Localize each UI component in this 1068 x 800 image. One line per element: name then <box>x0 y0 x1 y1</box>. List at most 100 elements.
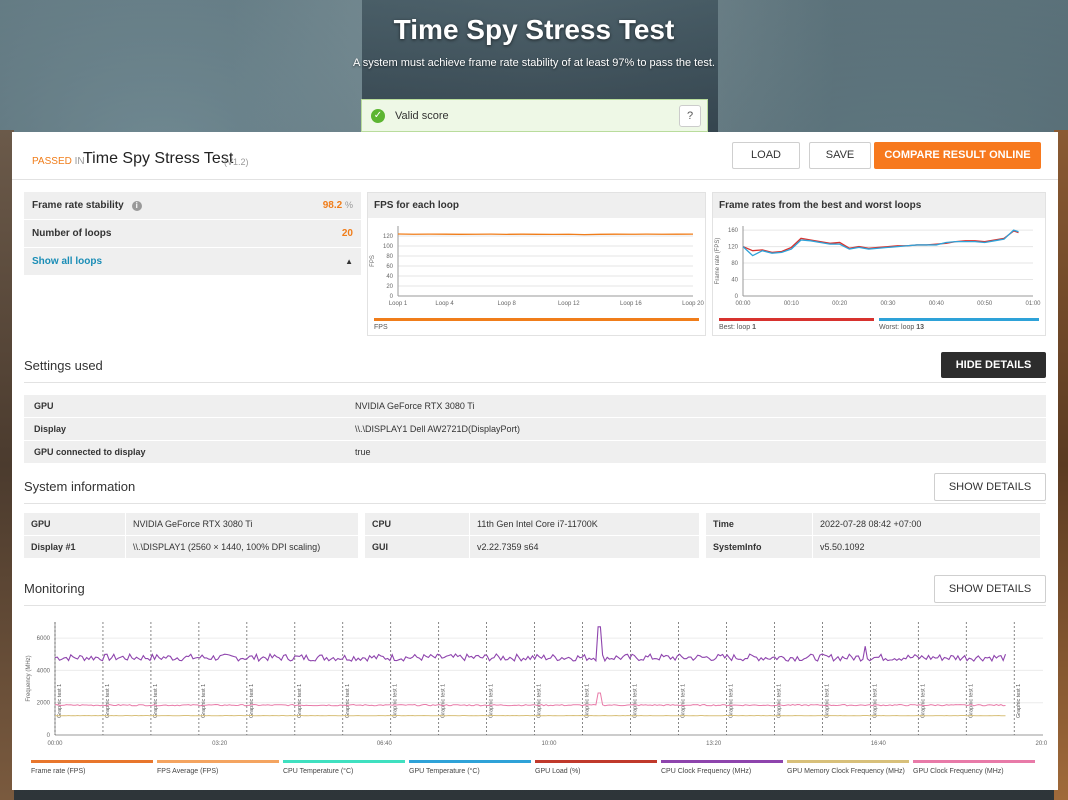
y-tick-label: 0 <box>390 294 394 300</box>
fps-legend-bar <box>374 318 699 321</box>
best-worst-chart-title: Frame rates from the best and worst loop… <box>713 193 1045 218</box>
legend-item[interactable]: GPU Clock Frequency (MHz) <box>913 760 1039 775</box>
best-legend: Best: loop 1 <box>719 324 756 331</box>
result-panel: PASSED IN Time Spy Stress Test (V1.2) LO… <box>12 132 1058 790</box>
monitoring-chart: 0 2000 4000 6000 00:00 03:20 06:40 10:00 13:20 16… <box>26 622 1047 747</box>
y-tick-label: 80 <box>386 254 393 260</box>
loop-marker-label: Graphic test 1 <box>57 684 63 718</box>
y-tick-label: 20 <box>386 284 393 290</box>
loop-marker-label: Graphic test 1 <box>345 684 351 718</box>
check-icon: ✓ <box>371 108 385 123</box>
legend-swatch <box>157 760 279 763</box>
help-button[interactable]: ? <box>679 105 701 127</box>
legend-label: CPU Temperature (°C) <box>283 768 354 775</box>
number-of-loops-row: Number of loops 20 <box>24 220 361 247</box>
loop-marker-label: Graphic test 1 <box>105 684 111 718</box>
loop-marker-label: Graphic test 1 <box>824 684 830 718</box>
load-button[interactable]: LOAD <box>732 142 800 169</box>
y-tick-label: 160 <box>728 228 739 234</box>
x-tick-label: 03:20 <box>212 741 228 747</box>
x-tick-label: 06:40 <box>377 741 393 747</box>
x-tick-label: 00:40 <box>929 301 945 307</box>
y-tick-label: 4000 <box>37 668 51 674</box>
y-tick-label: 120 <box>383 234 394 240</box>
legend-label: GPU Clock Frequency (MHz) <box>913 768 1004 775</box>
x-tick-label: Loop 1 <box>389 301 408 307</box>
table-row: Time 2022-07-28 08:42 +07:00 <box>706 513 1040 535</box>
legend-swatch <box>283 760 405 763</box>
background-left <box>0 130 14 800</box>
loop-marker-label: Graphic test 1 <box>441 684 447 718</box>
table-row: Display \\.\DISPLAY1 Dell AW2721D(Display… <box>24 418 1046 440</box>
x-tick-label: 16:40 <box>871 741 887 747</box>
info-icon[interactable]: i <box>131 200 142 211</box>
y-axis-label: Frequency (MHz) <box>26 655 32 701</box>
save-button[interactable]: SAVE <box>809 142 871 169</box>
settings-title: Settings used <box>24 358 103 373</box>
legend-label: FPS Average (FPS) <box>157 768 219 775</box>
loop-marker-label: Graphic test 1 <box>920 684 926 718</box>
caret-up-icon[interactable]: ▲ <box>345 257 353 266</box>
legend-item[interactable]: FPS Average (FPS) <box>157 760 283 775</box>
hide-details-button[interactable]: HIDE DETAILS <box>941 352 1046 378</box>
show-all-loops-link[interactable]: Show all loops <box>32 256 103 267</box>
system-info-col-2: CPU 11th Gen Intel Core i7-11700K GUI v2.2… <box>365 513 699 559</box>
legend-label: GPU Memory Clock Frequency (MHz) <box>787 768 905 775</box>
x-tick-label: Loop 4 <box>435 301 454 307</box>
legend-item[interactable]: CPU Clock Frequency (MHz) <box>661 760 787 775</box>
legend-item[interactable]: Frame rate (FPS) <box>31 760 157 775</box>
legend-label: GPU Load (%) <box>535 768 581 775</box>
show-all-loops-row[interactable]: Show all loops ▲ <box>24 248 361 275</box>
frame-rate-stability-row: Frame rate stability i 98.2 % <box>24 192 361 219</box>
x-tick-label: 01:00 <box>1025 301 1041 307</box>
y-tick-label: 2000 <box>37 701 51 707</box>
x-tick-label: 00:00 <box>735 301 751 307</box>
compare-result-online-button[interactable]: COMPARE RESULT ONLINE <box>874 142 1041 169</box>
valid-score-banner: ✓ Valid score ? <box>361 99 708 132</box>
divider <box>24 503 1046 504</box>
fps-per-loop-chart: FPS for each loop 0 20 40 60 80 100 120 Loop 1 L… <box>367 192 706 336</box>
passed-badge: PASSED IN <box>32 156 85 167</box>
legend-swatch <box>661 760 783 763</box>
legend-item[interactable]: CPU Temperature (°C) <box>283 760 409 775</box>
table-row: Display #1 \\.\DISPLAY1 (2560 × 1440, 100… <box>24 536 358 558</box>
worst-loop-line <box>742 229 1019 257</box>
legend-swatch <box>31 760 153 763</box>
legend-swatch <box>535 760 657 763</box>
monitoring-legend: Frame rate (FPS) FPS Average (FPS) CPU Tem… <box>31 760 1041 775</box>
y-axis-label: Frame rate (FPS) <box>715 238 721 285</box>
legend-item[interactable]: GPU Load (%) <box>535 760 661 775</box>
x-tick-label: 00:30 <box>880 301 896 307</box>
y-axis-label: FPS <box>370 255 376 267</box>
best-loop-line <box>742 230 1019 254</box>
fps-legend: FPS <box>374 324 388 331</box>
stats-table: Frame rate stability i 98.2 % Number of … <box>24 192 361 276</box>
legend-label: Frame rate (FPS) <box>31 768 86 775</box>
loop-marker-label: Graphic test 1 <box>297 684 303 718</box>
hero-banner: Time Spy Stress Test A system must achie… <box>0 0 1068 132</box>
legend-swatch <box>787 760 909 763</box>
legend-swatch <box>409 760 531 763</box>
table-row: GPU connected to display true <box>24 441 1046 463</box>
loops-value: 20 <box>341 228 353 239</box>
y-tick-label: 6000 <box>37 636 51 642</box>
loop-marker-label: Graphic test 1 <box>728 684 734 718</box>
loop-marker-label: Graphic test 1 <box>249 684 255 718</box>
y-tick-label: 60 <box>386 264 393 270</box>
x-tick-label: 00:50 <box>977 301 993 307</box>
divider <box>24 382 1046 383</box>
system-show-details-button[interactable]: SHOW DETAILS <box>934 473 1046 501</box>
x-tick-label: Loop 12 <box>558 301 580 307</box>
table-row: SystemInfo v5.50.1092 <box>706 536 1040 558</box>
loop-marker-label: Graphic test 1 <box>633 684 639 718</box>
x-tick-label: 10:00 <box>541 741 557 747</box>
legend-item[interactable]: GPU Temperature (°C) <box>409 760 535 775</box>
x-tick-label: 00:10 <box>784 301 800 307</box>
legend-swatch <box>913 760 1035 763</box>
hero-title: Time Spy Stress Test <box>393 14 675 45</box>
legend-item[interactable]: GPU Memory Clock Frequency (MHz) <box>787 760 913 775</box>
best-worst-chart: Frame rates from the best and worst loop… <box>712 192 1046 336</box>
fps-series-line <box>397 233 694 236</box>
y-tick-label: 0 <box>47 733 51 739</box>
monitoring-show-details-button[interactable]: SHOW DETAILS <box>934 575 1046 603</box>
